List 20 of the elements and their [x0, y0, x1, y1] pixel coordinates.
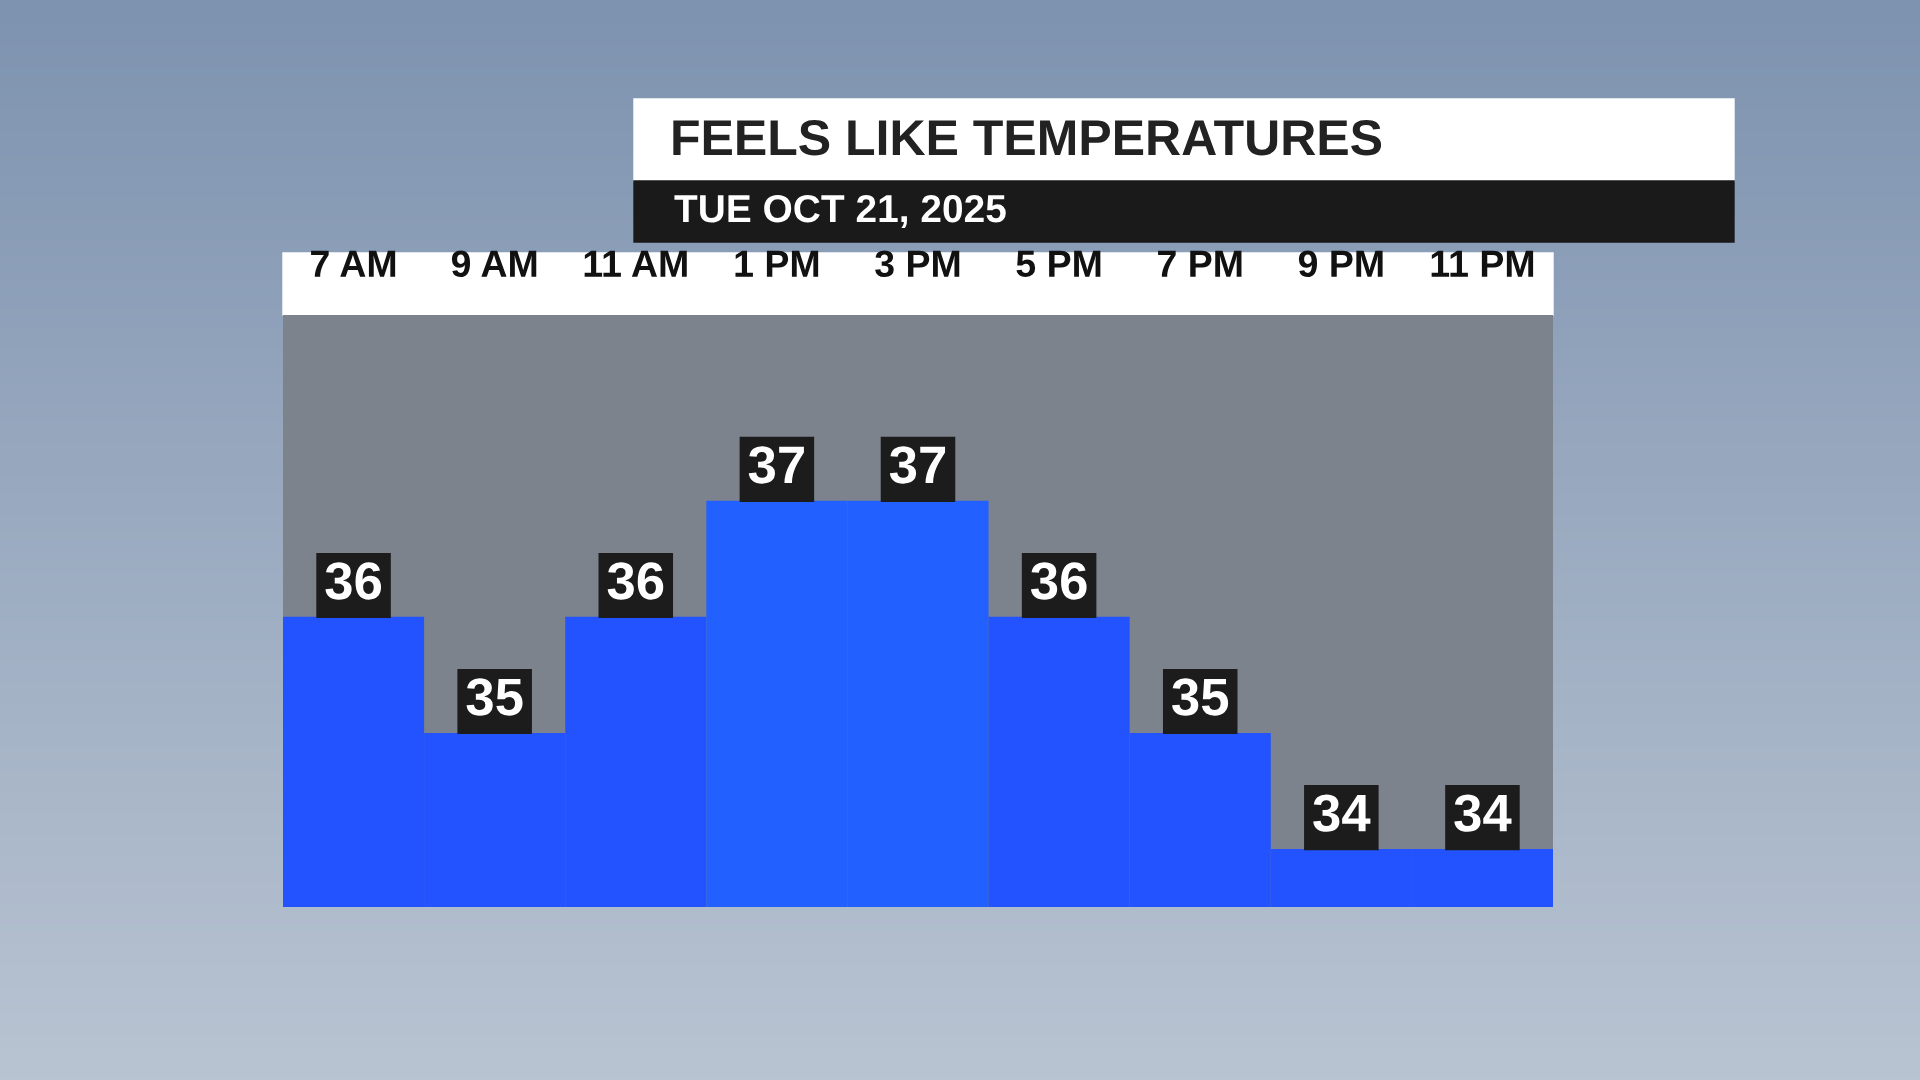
- x-tick-label: 3 PM: [875, 250, 960, 278]
- x-tick-label: 11 AM: [584, 250, 687, 277]
- data-label: 35: [1172, 678, 1229, 716]
- chart-title: FEELS LIKE TEMPERATURES: [673, 120, 1382, 156]
- x-tick-label: 1 PM: [735, 250, 819, 277]
- data-label: 34: [1454, 794, 1512, 832]
- x-tick-label: 7 PM: [1158, 250, 1242, 277]
- x-tick-label: 9 AM: [451, 250, 537, 278]
- data-label: 35: [466, 678, 523, 716]
- data-label: 36: [607, 562, 664, 600]
- x-tick-label: 9 PM: [1298, 250, 1383, 278]
- data-label: 36: [325, 562, 381, 600]
- data-label: 36: [1030, 562, 1087, 600]
- chart-subtitle: TUE OCT 21, 2025: [674, 194, 1006, 229]
- data-label: 34: [1313, 794, 1371, 832]
- x-tick-label: 11 PM: [1431, 250, 1534, 277]
- x-tick-label: 7 AM: [311, 250, 396, 277]
- data-label: 37: [889, 446, 946, 484]
- data-label: 37: [748, 446, 804, 484]
- x-tick-label: 5 PM: [1016, 250, 1101, 278]
